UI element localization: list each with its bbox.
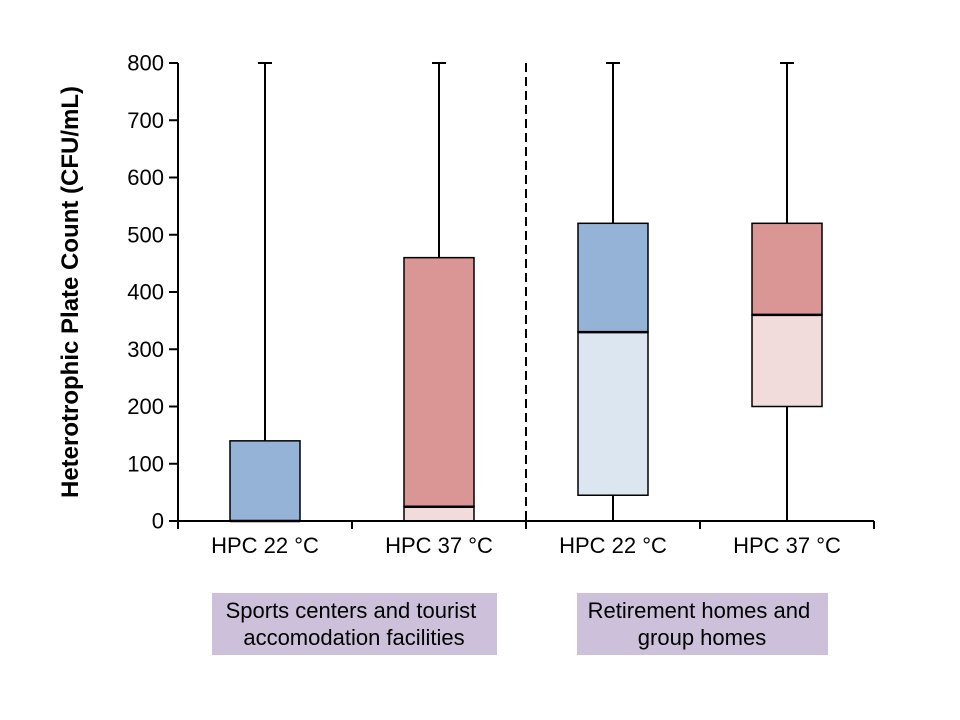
x-category-label: HPC 37 °C (385, 533, 493, 558)
box-upper-segment (577, 222, 649, 333)
group-label-line: Retirement homes and (588, 598, 811, 623)
box-upper-segment (229, 440, 301, 522)
box-lower-segment (403, 505, 475, 522)
group-label-text-sports: Sports centers and tourist accomodation … (226, 598, 483, 650)
group-label-box-sports (212, 593, 497, 655)
y-tick-label: 400 (127, 280, 164, 305)
x-category-label: HPC 22 °C (559, 533, 667, 558)
box-lower-segment (577, 331, 649, 496)
y-axis-title: Heterotrophic Plate Count (CFU/mL) (57, 86, 84, 498)
y-tick-label: 0 (152, 509, 164, 534)
y-tick-label: 600 (127, 165, 164, 190)
y-tick-label: 800 (127, 51, 164, 76)
plot-area: 0 100 200 300 400 500 600 700 800 (127, 51, 875, 534)
group-label-box-retirement (577, 593, 828, 655)
y-tick-label: 100 (127, 451, 164, 476)
box-lower-segment (751, 314, 823, 408)
y-tick-label: 300 (127, 337, 164, 362)
y-tick-label: 500 (127, 222, 164, 247)
x-category-label: HPC 22 °C (211, 533, 319, 558)
box-upper-segment (751, 222, 823, 316)
group-label-text-retirement: Retirement homes and group homes (588, 598, 817, 650)
group-label-line: Sports centers and tourist (226, 598, 477, 623)
group-label-line: group homes (638, 625, 766, 650)
box-upper-segment (403, 256, 475, 508)
y-tick-label: 700 (127, 108, 164, 133)
group-label-line: accomodation facilities (243, 625, 464, 650)
y-tick-label: 200 (127, 394, 164, 419)
x-category-label: HPC 37 °C (733, 533, 841, 558)
